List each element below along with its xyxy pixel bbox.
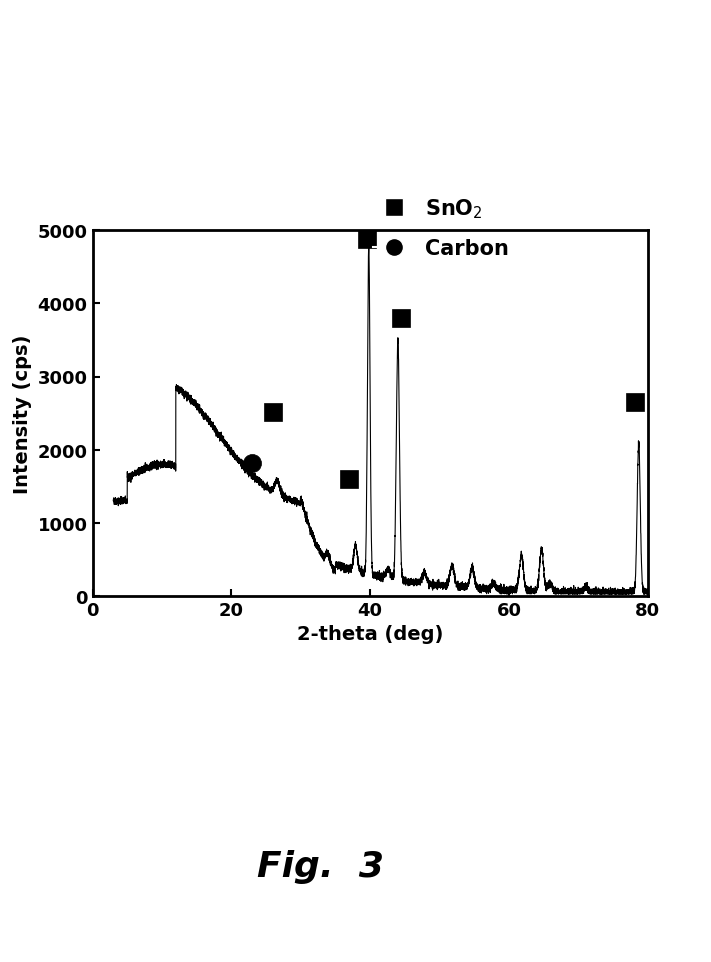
Legend: SnO$_2$, Carbon: SnO$_2$, Carbon bbox=[365, 189, 517, 267]
X-axis label: 2-theta (deg): 2-theta (deg) bbox=[296, 625, 443, 644]
Text: Fig.  3: Fig. 3 bbox=[257, 848, 383, 883]
Y-axis label: Intensity (cps): Intensity (cps) bbox=[13, 334, 32, 494]
